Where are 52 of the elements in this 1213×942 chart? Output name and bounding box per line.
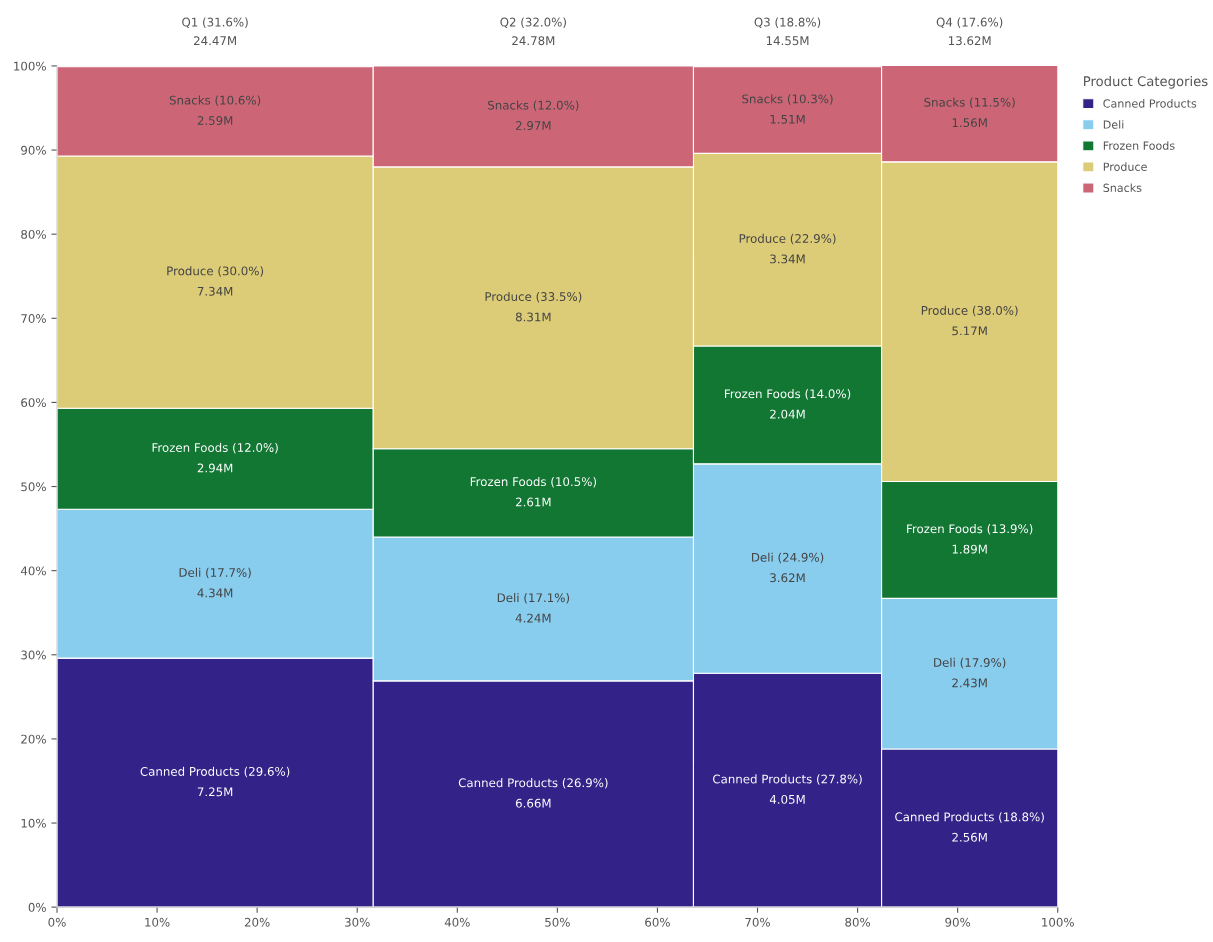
y-tick-label: 100% (14, 61, 46, 71)
text: Q3 (18.8%) 14.55M (754, 17, 821, 46)
data-label: Snacks (12.0%) 2.97M (488, 100, 579, 131)
y-tick-label: 10% (21, 818, 46, 828)
data-label: Frozen Foods (10.5%) 2.61M (470, 476, 597, 507)
x-tick-label: 80% (845, 917, 871, 927)
x-tick-label: 30% (345, 917, 370, 927)
x-tick-label: 10% (145, 917, 170, 927)
data-label: Canned Products (26.9%) 6.66M (458, 778, 608, 808)
y-tick-label: 30% (21, 650, 46, 660)
text: Q1 (31.6%) 24.47M (182, 17, 248, 45)
y-tick-label: 90% (21, 145, 46, 155)
data-label: Snacks (11.5%) 1.56M (924, 97, 1015, 128)
data-label: Deli (17.9%) 2.43M (934, 657, 1006, 688)
legend-label: Frozen Foods (1103, 141, 1175, 150)
x-tick-label: 90% (945, 917, 971, 927)
x-tick-label: 40% (444, 917, 470, 927)
y-tick-label: 40% (20, 566, 46, 576)
y-tick-label: 50% (21, 482, 46, 492)
data-label: Frozen Foods (13.9%) 1.89M (907, 524, 1033, 554)
x-tick-label: 0% (48, 917, 66, 927)
legend-label: Snacks (1103, 183, 1142, 192)
legend-label: Canned Products (1103, 99, 1197, 108)
data-label: Snacks (10.3%) 1.51M (742, 94, 833, 124)
legend-label: Produce (1103, 162, 1147, 171)
y-tick-label: 60% (21, 398, 46, 408)
data-label: Canned Products (29.6%) 7.25M (140, 766, 290, 797)
data-label: Produce (22.9%) 3.34M (739, 233, 836, 264)
data-label: Produce (33.5%) 8.31M (485, 291, 582, 322)
data-label: Snacks (10.6%) 2.59M (169, 95, 261, 125)
x-tick-label: 60% (645, 917, 670, 927)
data-label: Deli (17.1%) 4.24M (497, 593, 570, 623)
y-tick-label: 0% (28, 902, 46, 912)
data-label: Canned Products (18.8%) 2.56M (895, 812, 1044, 842)
text: Q4 (17.6%) 13.62M (936, 17, 1003, 46)
data-label: Produce (30.0%) 7.34M (167, 266, 264, 296)
x-tick-label: 50% (545, 917, 570, 927)
x-tick-label: 70% (745, 917, 770, 927)
x-tick-label: 100% (1042, 917, 1074, 927)
legend-title: Product Categories (1084, 75, 1208, 89)
data-label: Frozen Foods (14.0%) 2.04M (725, 389, 851, 419)
data-label: Deli (24.9%) 3.62M (752, 552, 824, 583)
legend-label: Deli (1103, 120, 1124, 129)
data-label: Frozen Foods (12.0%) 2.94M (152, 442, 278, 473)
y-tick-label: 20% (21, 734, 46, 744)
data-label: Produce (38.0%) 5.17M (921, 305, 1018, 336)
y-tick-label: 80% (21, 229, 46, 239)
data-label: Deli (17.7%) 4.34M (179, 567, 251, 598)
data-label: Canned Products (27.8%) 4.05M (713, 774, 862, 804)
y-tick-label: 70% (21, 314, 46, 323)
x-tick-label: 20% (244, 917, 270, 927)
text: Q2 (32.0%) 24.78M (500, 17, 566, 46)
